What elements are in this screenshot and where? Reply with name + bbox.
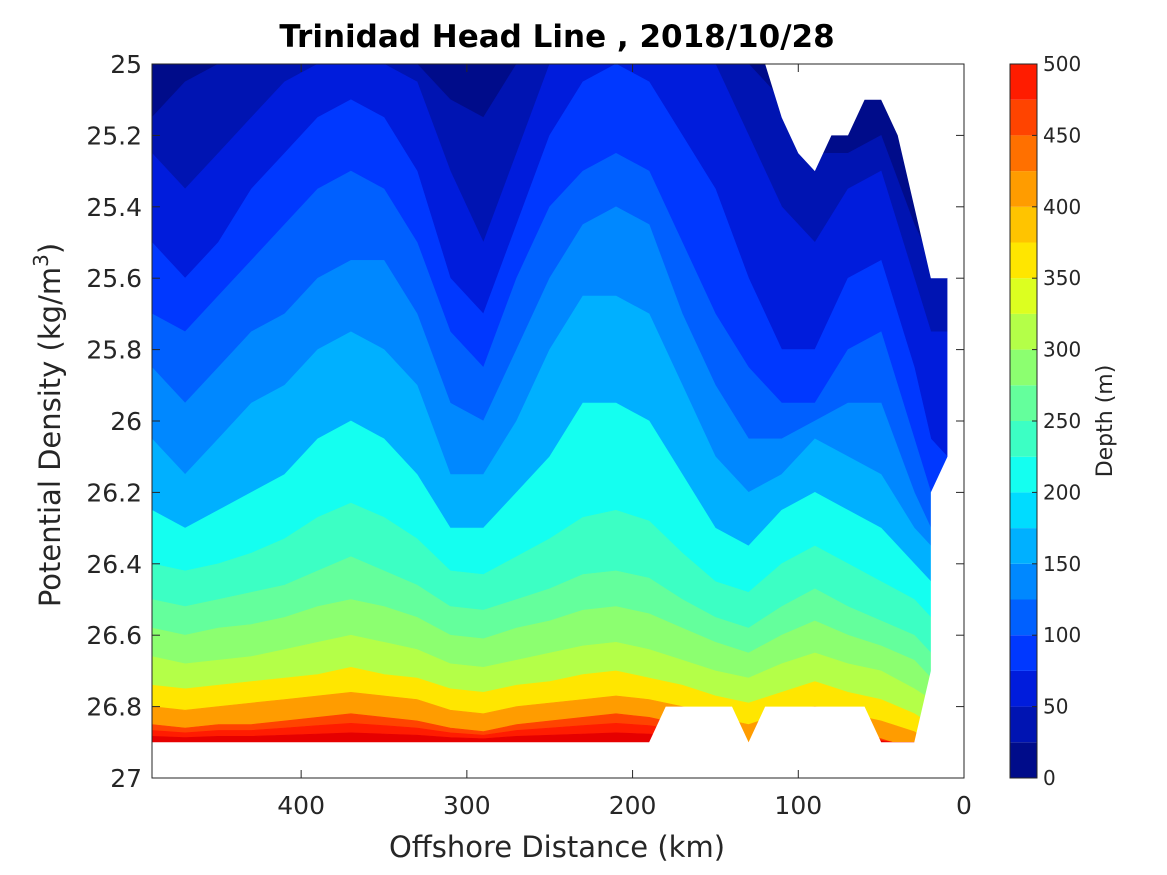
colorbar-tick-label: 150 (1043, 552, 1081, 576)
x-tick-label: 100 (774, 791, 822, 820)
colorbar-segment (1010, 171, 1037, 207)
colorbar-segment (1010, 742, 1037, 778)
x-tick-label: 0 (956, 791, 972, 820)
colorbar-segment (1010, 135, 1037, 172)
y-tick-label: 25.2 (86, 121, 142, 150)
nodata-bottom (152, 635, 964, 778)
y-tick-label: 26.6 (86, 621, 142, 650)
colorbar-segment (1010, 456, 1037, 493)
colorbar-segment (1010, 64, 1037, 100)
colorbar-segment (1010, 599, 1037, 636)
y-tick-label: 25.6 (86, 264, 142, 293)
colorbar-tick-label: 0 (1043, 766, 1056, 790)
colorbar-segment (1010, 385, 1037, 421)
colorbar-segment (1010, 206, 1037, 243)
colorbar-tick-label: 500 (1043, 52, 1081, 76)
colorbar-segment (1010, 99, 1037, 136)
nodata-top-right (748, 64, 964, 279)
colorbar-segment (1010, 242, 1037, 279)
colorbar: 0 50 100 150 200 250 300 350 400 450 500 (1009, 52, 1081, 790)
colorbar-segment (1010, 563, 1037, 600)
y-tick-label: 25 (110, 50, 142, 79)
colorbar-segment (1010, 349, 1037, 386)
plot-area (151, 63, 964, 778)
chart-title: Trinidad Head Line , 2018/10/28 (279, 19, 834, 55)
y-tick-label: 26 (110, 407, 142, 436)
y-tick-label: 27 (110, 764, 142, 793)
colorbar-label: Depth (m) (1093, 365, 1118, 478)
x-tick-label: 400 (277, 791, 325, 820)
y-tick-label: 25.4 (86, 193, 142, 222)
colorbar-segment (1010, 706, 1037, 743)
colorbar-segment (1010, 670, 1037, 707)
colorbar-segment (1010, 492, 1037, 529)
y-axis-label-sup: 3 (29, 254, 53, 267)
colorbar-tick-label: 450 (1043, 123, 1081, 147)
colorbar-tick-label: 200 (1043, 480, 1081, 504)
colorbar-tick-label: 350 (1043, 266, 1081, 290)
colorbar-segment (1010, 635, 1037, 671)
colorbar-tick-label: 250 (1043, 409, 1081, 433)
x-tick-label: 300 (443, 791, 491, 820)
y-tick-label: 26.2 (86, 478, 142, 507)
nodata-right (930, 278, 964, 671)
colorbar-segment (1010, 313, 1037, 350)
colorbar-tick-label: 50 (1043, 695, 1068, 719)
colorbar-tick-label: 100 (1043, 623, 1081, 647)
colorbar-tick-label: 300 (1043, 338, 1081, 362)
y-tick-label: 26.4 (86, 550, 142, 579)
axes: 400 300 200 100 0 25 25.2 25.4 25.6 25.8 26 26.2 26.… (86, 50, 972, 820)
colorbar-segment (1010, 528, 1037, 564)
y-axis-label: Potential Density (kg/m3) (29, 243, 67, 607)
colorbar-segment (1010, 421, 1037, 457)
y-tick-label: 25.8 (86, 336, 142, 365)
colorbar-tick-label: 400 (1043, 195, 1081, 219)
x-axis-label: Offshore Distance (km) (389, 830, 725, 864)
colorbar-segment (1010, 278, 1037, 314)
y-axis-label-close: ) (33, 243, 67, 254)
y-tick-label: 26.8 (86, 693, 142, 722)
y-axis-label-main: Potential Density (kg/m (33, 267, 67, 607)
x-tick-label: 200 (609, 791, 657, 820)
